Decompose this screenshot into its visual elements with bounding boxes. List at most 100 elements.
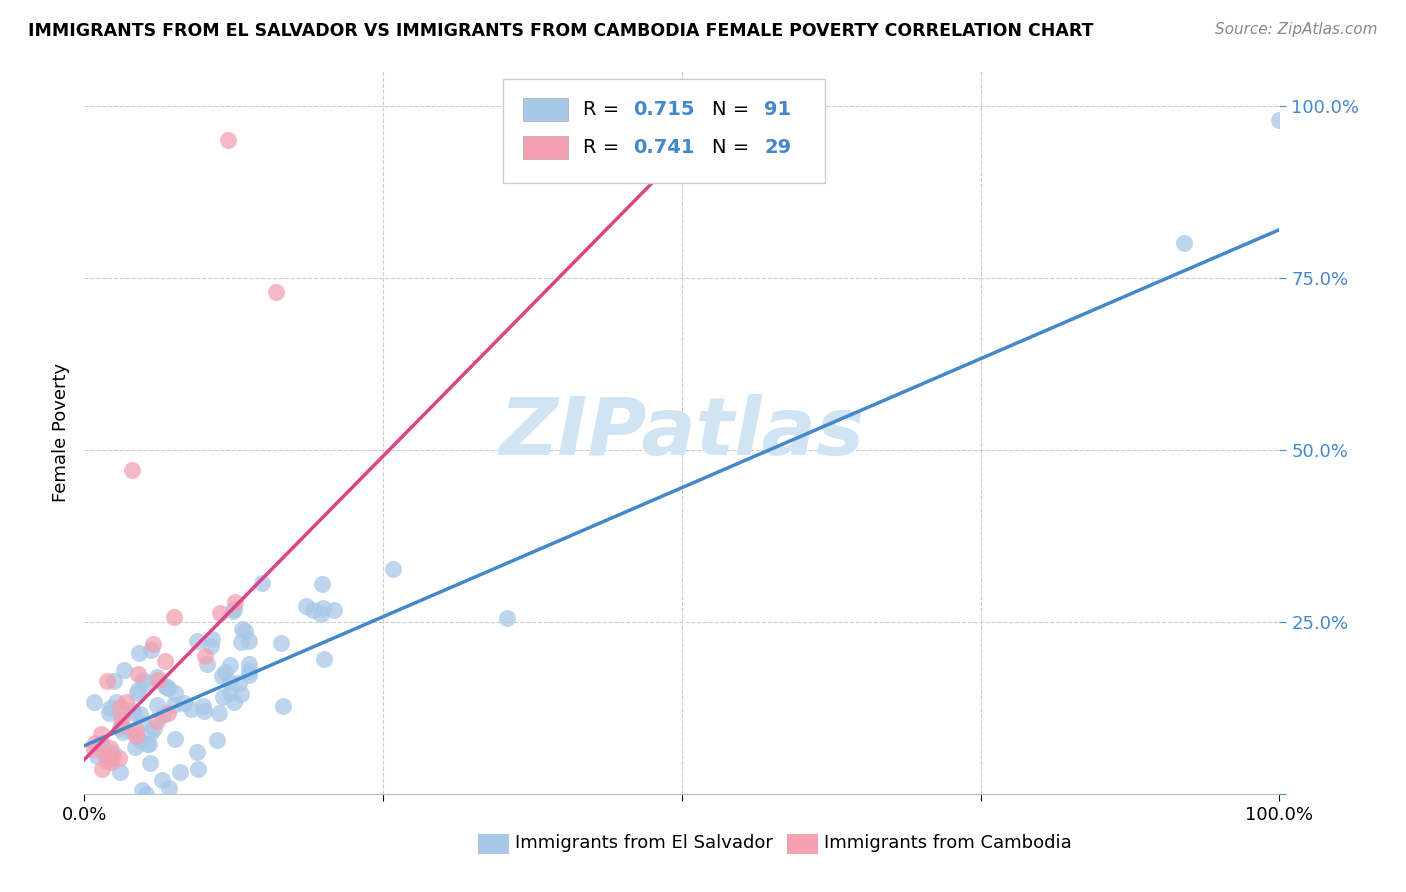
Point [97,706,120,721]
Point [217,133,239,147]
Text: N =: N = [711,100,755,120]
Point [163,609,186,624]
Point [153,654,176,668]
Point [152,708,174,723]
Point [207,732,229,747]
Point [153,679,176,693]
Point [110,700,132,714]
Point [129,716,152,731]
Point [90,736,112,750]
Text: Immigrants from El Salvador: Immigrants from El Salvador [515,834,772,852]
Point [103,674,125,689]
Text: Source: ZipAtlas.com: Source: ZipAtlas.com [1215,22,1378,37]
Point [238,634,260,648]
Point [128,733,150,747]
Point [214,665,236,680]
Point [110,764,132,779]
Point [93,741,115,756]
Point [195,657,218,671]
Point [156,680,179,694]
Point [208,607,231,621]
Point [238,668,260,682]
Point [128,646,150,660]
Point [159,780,181,795]
Point [125,686,148,700]
Point [157,706,180,720]
Point [233,624,256,638]
Point [186,634,208,648]
Point [224,695,246,709]
Point [146,698,169,712]
Text: R =: R = [582,137,626,157]
Point [121,463,143,477]
Point [211,669,233,683]
Point [100,755,122,769]
Text: 0.715: 0.715 [633,100,695,120]
Point [229,688,252,702]
Point [108,705,131,719]
Point [302,603,325,617]
Point [314,652,336,666]
Point [186,745,208,759]
Point [114,695,136,709]
Text: N =: N = [711,137,755,157]
Point [219,675,242,690]
Point [121,703,143,717]
Point [91,762,114,776]
Point [224,594,246,608]
Point [108,751,131,765]
Point [83,695,105,709]
Point [90,727,112,741]
Point [131,782,153,797]
Text: R =: R = [582,100,626,120]
Point [83,742,105,756]
Point [218,658,240,673]
Point [208,706,231,721]
Point [108,721,131,735]
Point [222,604,245,618]
Point [157,681,180,696]
Y-axis label: Female Poverty: Female Poverty [52,363,70,502]
Point [142,637,165,651]
Point [112,663,135,677]
Point [219,686,242,700]
Point [121,724,143,739]
Point [238,657,260,671]
Point [231,635,253,649]
Point [250,576,273,591]
Point [96,674,118,689]
Point [165,686,187,700]
Point [84,736,107,750]
Point [110,719,132,733]
Point [264,285,287,299]
Point [124,723,146,738]
Point [295,599,318,613]
Point [187,762,209,776]
Point [138,738,160,752]
Point [1173,236,1195,251]
Point [111,725,134,739]
Point [228,676,250,690]
Point [200,639,222,653]
Point [193,704,215,718]
Text: Immigrants from Cambodia: Immigrants from Cambodia [824,834,1071,852]
Point [86,749,108,764]
Text: 0.741: 0.741 [633,137,695,157]
Point [94,749,117,764]
Point [139,725,162,739]
Point [496,611,519,625]
Point [128,706,150,721]
Point [148,673,170,688]
Point [191,699,214,714]
Point [127,683,149,698]
Point [96,754,118,768]
Point [143,722,166,736]
Point [270,636,292,650]
Text: IMMIGRANTS FROM EL SALVADOR VS IMMIGRANTS FROM CAMBODIA FEMALE POVERTY CORRELATI: IMMIGRANTS FROM EL SALVADOR VS IMMIGRANT… [28,22,1094,40]
Point [100,741,122,756]
Point [238,664,260,678]
Point [146,714,169,728]
Point [201,632,224,647]
Point [101,751,124,765]
Point [311,576,333,591]
